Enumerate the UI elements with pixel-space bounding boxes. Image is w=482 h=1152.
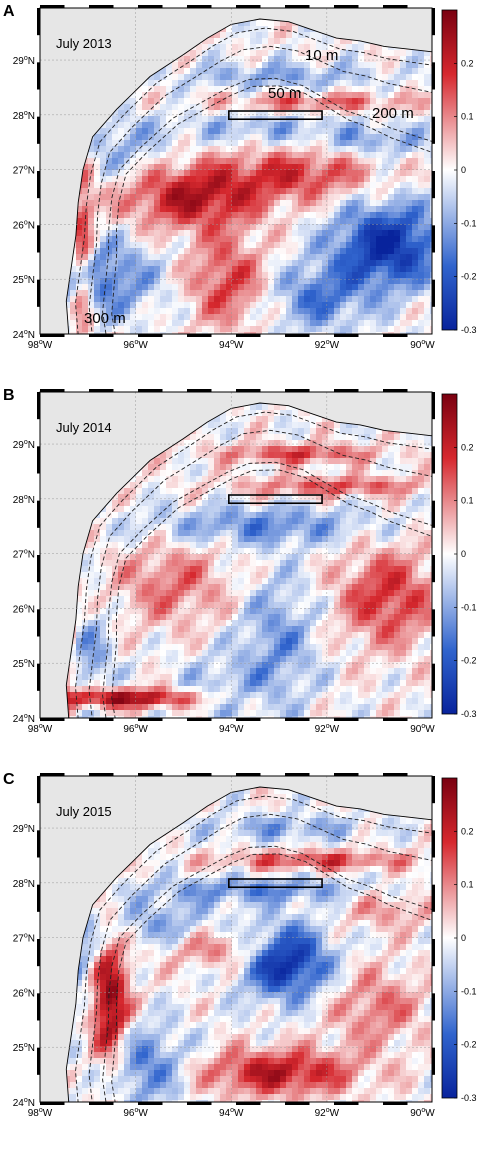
land-mask [40,776,432,1102]
lon-tick-label: 92oW [315,1107,340,1119]
lon-tick-label: 92oW [315,339,340,351]
isobath-contour [88,813,432,1102]
isobath-contour [88,45,432,334]
lon-tick-label: 94oW [219,1107,244,1119]
lat-tick-label: 27oN [13,165,35,177]
lat-tick-label: 25oN [13,658,35,670]
lat-tick-label: 25oN [13,1042,35,1054]
isobath-label: 300 m [84,310,126,327]
lat-tick-label: 29oN [13,823,35,835]
study-region-box [228,878,323,889]
colorbar-tick-label: -0.3 [461,325,477,335]
lat-tick-label: 26oN [13,603,35,615]
isobath-contour [111,469,432,718]
lon-tick-label: 96oW [123,723,148,735]
lon-tick-label: 92oW [315,723,340,735]
colorbar-tick-label: 0.1 [461,496,474,506]
colorbar-tick-label: -0.1 [461,986,477,996]
isobath-contour [102,77,432,334]
colorbar-tick-label: 0.1 [461,112,474,122]
lon-tick-label: 90oW [410,723,435,735]
panel-title: July 2014 [56,420,112,435]
colorbar-tick-label: 0.2 [461,826,474,836]
lat-tick-label: 26oN [13,987,35,999]
lon-tick-label: 96oW [123,1107,148,1119]
lon-tick-label: 98oW [28,339,53,351]
isobath-label: 50 m [268,85,301,102]
lat-tick-label: 26oN [13,219,35,231]
colorbar-tick-label: 0.2 [461,442,474,452]
colorbar-tick-label: -0.2 [461,1040,477,1050]
colorbar-tick-label: -0.3 [461,1093,477,1103]
colorbar-tick-label: -0.2 [461,656,477,666]
lon-tick-label: 96oW [123,339,148,351]
colorbar-tick-label: 0 [461,933,466,943]
lat-tick-label: 28oN [13,878,35,890]
panel-letter: B [3,387,15,404]
lat-tick-label: 24oN [13,329,35,341]
panel-title: July 2015 [56,804,112,819]
colorbar-tick-label: -0.2 [461,272,477,282]
colorbar-tick-label: 0.2 [461,58,474,68]
colorbar-tick-label: 0 [461,165,466,175]
land-mask [40,392,432,718]
map-panel-c: C July 2015 98oW 96oW 94oW 92oW 90oW 29oN 28oN 27… [0,768,482,1152]
colorbar-tick-label: -0.1 [461,218,477,228]
colorbar-tick-label: 0.1 [461,880,474,890]
lat-tick-label: 28oN [13,110,35,122]
isobath-label: 200 m [372,105,414,122]
isobath-contour [111,853,432,1102]
isobath-contour [111,85,432,334]
lon-tick-label: 90oW [410,339,435,351]
isobath-contour [102,845,432,1102]
map-panel-a: A July 2013 10 m 50 m 200 m 300 m 98oW 96oW 94oW… [0,0,482,384]
lon-tick-label: 90oW [410,1107,435,1119]
colorbar-tick-label: 0 [461,549,466,559]
map-svg: B July 2014 98oW 96oW 94oW 92oW 90oW 29oN 28oN 27… [3,387,477,735]
lat-tick-label: 24oN [13,713,35,725]
lat-tick-label: 29oN [13,55,35,67]
colorbar-tick-label: -0.3 [461,709,477,719]
anomaly-field [40,392,432,718]
lat-tick-label: 27oN [13,549,35,561]
lat-tick-label: 29oN [13,439,35,451]
map-svg: C July 2015 98oW 96oW 94oW 92oW 90oW 29oN 28oN 27… [3,771,477,1119]
lon-tick-label: 94oW [219,723,244,735]
isobath-contour [102,461,432,718]
lon-tick-label: 98oW [28,1107,53,1119]
panel-letter: C [3,771,15,788]
lon-tick-label: 98oW [28,723,53,735]
lat-tick-label: 28oN [13,494,35,506]
map-svg: A July 2013 10 m 50 m 200 m 300 m 98oW 96oW 94oW… [3,3,477,351]
study-region-box [228,494,323,505]
lat-tick-label: 24oN [13,1097,35,1109]
lat-tick-label: 27oN [13,933,35,945]
map-panel-b: B July 2014 98oW 96oW 94oW 92oW 90oW 29oN 28oN 27… [0,384,482,768]
lat-tick-label: 25oN [13,274,35,286]
lon-tick-label: 94oW [219,339,244,351]
anomaly-field [40,8,432,334]
panel-title: July 2013 [56,36,112,51]
panel-letter: A [3,3,15,20]
isobath-contour [88,429,432,718]
anomaly-field [40,776,432,1102]
isobath-label: 10 m [305,47,338,64]
colorbar-tick-label: -0.1 [461,602,477,612]
study-region-box [228,110,323,121]
land-mask [40,8,432,334]
